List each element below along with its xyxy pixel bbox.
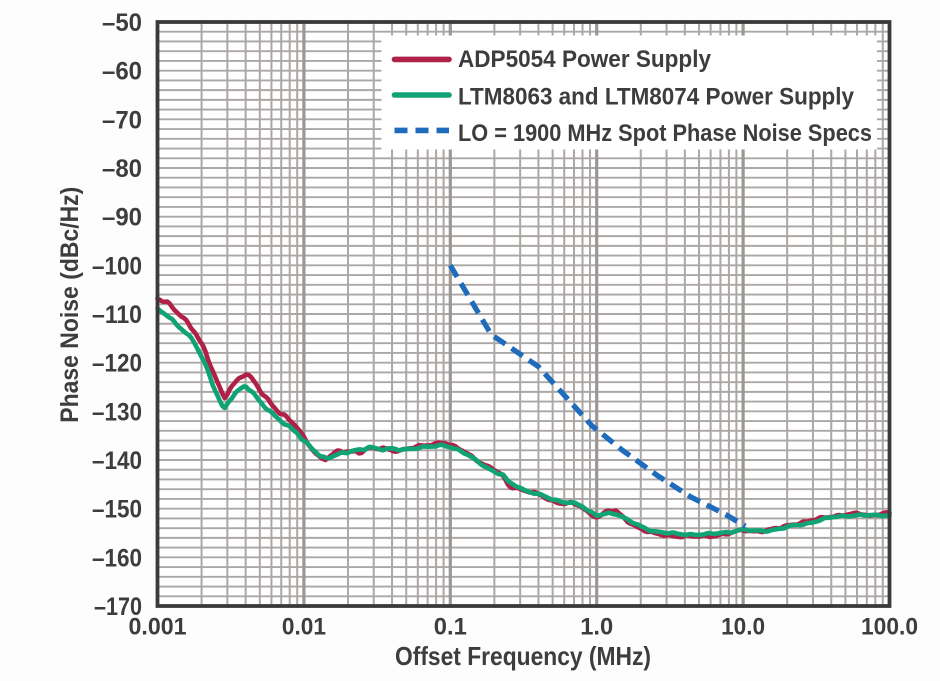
svg-text:Phase Noise (dBc/Hz): Phase Noise (dBc/Hz) <box>56 187 84 423</box>
svg-text:100.0: 100.0 <box>861 614 918 641</box>
svg-text:–130: –130 <box>92 398 142 426</box>
svg-text:LO = 1900 MHz Spot Phase Noise: LO = 1900 MHz Spot Phase Noise Specs <box>458 120 872 147</box>
svg-text:–120: –120 <box>92 350 142 378</box>
svg-text:–90: –90 <box>102 204 142 232</box>
svg-text:–110: –110 <box>92 301 142 329</box>
svg-text:0.01: 0.01 <box>282 614 326 641</box>
svg-text:0.1: 0.1 <box>434 614 467 641</box>
svg-text:–60: –60 <box>102 58 142 86</box>
svg-text:–170: –170 <box>94 593 142 621</box>
svg-text:–140: –140 <box>92 447 142 475</box>
svg-text:Offset Frequency (MHz): Offset Frequency (MHz) <box>395 641 651 671</box>
svg-text:–70: –70 <box>102 106 142 134</box>
svg-text:ADP5054 Power Supply: ADP5054 Power Supply <box>458 46 711 73</box>
svg-text:–150: –150 <box>92 496 142 524</box>
svg-text:10.0: 10.0 <box>721 614 765 641</box>
svg-text:–100: –100 <box>92 252 142 280</box>
svg-text:1.0: 1.0 <box>580 614 613 641</box>
svg-text:0.001: 0.001 <box>129 614 187 641</box>
svg-text:–80: –80 <box>102 155 142 183</box>
svg-text:–160: –160 <box>92 544 142 572</box>
svg-text:LTM8063 and LTM8074 Power Supp: LTM8063 and LTM8074 Power Supply <box>458 84 854 111</box>
svg-text:–50: –50 <box>102 9 142 37</box>
